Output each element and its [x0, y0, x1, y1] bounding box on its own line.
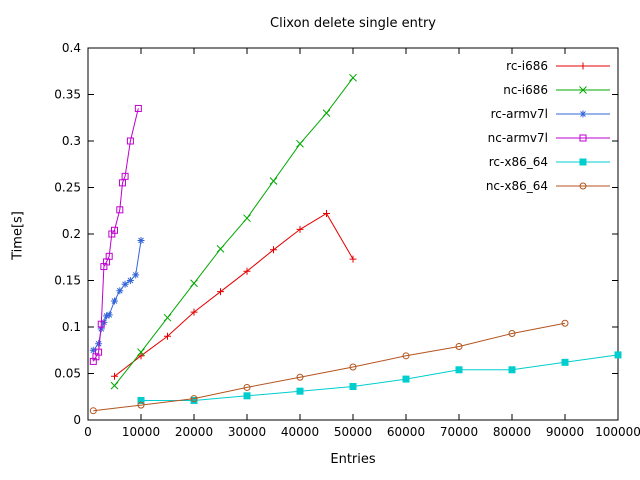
series-marker-nc-armv7l: [97, 320, 105, 328]
series-marker-rc-x86_64: [349, 383, 357, 391]
legend-label-nc-i686: nc-i686: [503, 83, 548, 97]
legend-marker-nc-i686: [579, 86, 587, 94]
series-marker-nc-x86_64: [137, 401, 145, 409]
x-tick-label: 10000: [122, 425, 160, 439]
series-marker-rc-armv7l: [137, 237, 145, 245]
series-marker-nc-x86_64: [455, 343, 463, 351]
series-marker-rc-x86_64: [614, 351, 622, 359]
legend-marker-rc-i686: [579, 62, 587, 70]
series-marker-rc-i686: [243, 267, 251, 275]
y-tick-label: 0.3: [62, 134, 81, 148]
series-marker-nc-x86_64: [190, 395, 198, 403]
series-marker-nc-i686: [243, 214, 251, 223]
y-tick-label: 0.4: [62, 41, 81, 55]
series-marker-rc-x86_64: [561, 358, 569, 366]
series-marker-rc-armv7l: [105, 311, 113, 319]
series-marker-rc-armv7l: [95, 340, 103, 348]
x-tick-label: 100000: [595, 425, 640, 439]
series-marker-nc-armv7l: [121, 172, 129, 180]
series-marker-nc-x86_64: [296, 373, 304, 381]
x-tick-label: 30000: [228, 425, 266, 439]
series-marker-rc-x86_64: [243, 392, 251, 400]
series-marker-nc-i686: [137, 348, 145, 356]
series-marker-rc-armv7l: [89, 346, 97, 354]
chart-title: Clixon delete single entry: [270, 16, 436, 31]
series-marker-rc-i686: [217, 288, 224, 296]
x-tick-label: 80000: [493, 425, 531, 439]
series-marker-rc-i686: [270, 246, 277, 254]
series-marker-rc-i686: [296, 225, 304, 233]
x-tick-label: 50000: [334, 425, 372, 439]
series-marker-rc-x86_64: [190, 396, 198, 404]
x-tick-label: 90000: [546, 425, 584, 439]
y-tick-label: 0.05: [54, 367, 81, 381]
series-marker-rc-i686: [190, 308, 198, 316]
series-marker-rc-x86_64: [137, 396, 145, 404]
series-marker-nc-i686: [269, 177, 278, 185]
series-marker-rc-armv7l: [126, 277, 134, 284]
series-marker-rc-x86_64: [455, 366, 463, 374]
series-marker-nc-armv7l: [105, 252, 113, 260]
series-marker-nc-armv7l: [111, 226, 118, 234]
y-tick-label: 0.35: [54, 88, 81, 102]
series-line-rc-i686: [114, 212, 354, 377]
series-marker-nc-i686: [110, 381, 119, 390]
legend-label-nc-armv7l: nc-armv7l: [488, 131, 548, 145]
legend-label-rc-i686: rc-i686: [506, 59, 548, 73]
legend-label-rc-armv7l: rc-armv7l: [491, 107, 548, 121]
series-marker-nc-x86_64: [402, 352, 410, 360]
series-marker-rc-armv7l: [121, 280, 129, 288]
x-axis-label: Entries: [330, 452, 376, 467]
series-marker-rc-i686: [323, 210, 330, 218]
series-marker-nc-i686: [190, 279, 198, 288]
legend-marker-rc-x86_64: [579, 158, 587, 166]
series-line-nc-x86_64: [93, 322, 566, 412]
series-marker-nc-armv7l: [126, 137, 134, 145]
series-marker-nc-armv7l: [118, 179, 126, 187]
x-tick-label: 40000: [281, 425, 319, 439]
series-marker-nc-i686: [163, 313, 172, 322]
series-marker-nc-x86_64: [561, 319, 569, 327]
y-tick-label: 0.25: [54, 181, 81, 195]
series-marker-rc-i686: [349, 255, 357, 263]
y-tick-label: 0.15: [54, 274, 81, 288]
legend-marker-nc-armv7l: [579, 134, 587, 142]
series-marker-nc-i686: [296, 139, 304, 148]
series-marker-rc-i686: [111, 372, 118, 380]
series-marker-nc-x86_64: [89, 407, 97, 415]
series-marker-rc-i686: [164, 332, 171, 340]
series-marker-rc-x86_64: [508, 366, 516, 374]
legend-label-rc-x86_64: rc-x86_64: [489, 155, 548, 169]
series-marker-nc-armv7l: [134, 104, 142, 112]
series-marker-rc-armv7l: [103, 312, 111, 320]
series-line-nc-armv7l: [92, 108, 139, 362]
series-line-rc-x86_64: [141, 354, 619, 401]
series-marker-rc-armv7l: [116, 287, 124, 295]
series-marker-rc-x86_64: [402, 375, 410, 383]
series-marker-rc-armv7l: [132, 271, 140, 279]
series-marker-nc-armv7l: [116, 206, 124, 214]
legend-label-nc-x86_64: nc-x86_64: [486, 179, 548, 193]
legend-marker-rc-armv7l: [579, 110, 587, 118]
series-marker-rc-x86_64: [296, 387, 304, 395]
x-tick-label: 0: [84, 425, 92, 439]
series-marker-nc-i686: [322, 109, 331, 117]
x-tick-label: 20000: [175, 425, 213, 439]
series-marker-rc-armv7l: [111, 297, 118, 305]
y-tick-label: 0.2: [62, 227, 81, 241]
series-marker-nc-i686: [216, 245, 225, 253]
series-line-nc-i686: [114, 77, 354, 386]
x-tick-label: 60000: [387, 425, 425, 439]
series-marker-nc-x86_64: [243, 383, 251, 391]
y-tick-label: 0.1: [62, 320, 81, 334]
series-marker-nc-x86_64: [508, 330, 516, 338]
series-marker-nc-x86_64: [349, 363, 357, 371]
series-marker-nc-i686: [349, 73, 357, 82]
legend-marker-nc-x86_64: [579, 182, 587, 190]
x-tick-label: 70000: [440, 425, 478, 439]
series-marker-nc-armv7l: [95, 348, 103, 356]
y-tick-label: 0: [73, 413, 81, 427]
